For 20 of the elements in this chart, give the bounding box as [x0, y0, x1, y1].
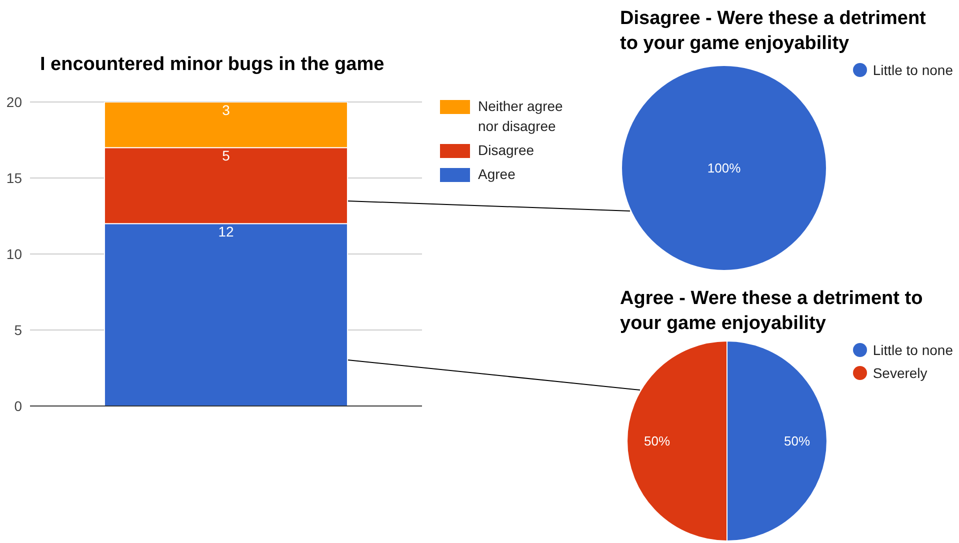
text: Agree — [478, 165, 516, 184]
chart-title: I encountered minor bugs in the game — [40, 54, 386, 76]
legend-label: Little to none — [872, 342, 953, 358]
data-label: 5 — [222, 148, 230, 164]
y-tick-label: 20 — [6, 94, 22, 110]
legend-label: Little to none — [872, 62, 953, 78]
data-label: 3 — [222, 102, 230, 118]
data-label: 50% — [644, 434, 670, 448]
legend-label: Neither agree nor disagree — [478, 97, 564, 136]
legend-label: Severely — [872, 365, 928, 381]
y-tick-label: 0 — [14, 398, 22, 414]
chart-title: Agree - Were these a detriment to your game enjoyability — [620, 287, 924, 336]
y-tick-label: 5 — [14, 322, 22, 338]
data-label: 12 — [218, 224, 234, 240]
chart-title: Disagree - Were these a detriment to your game enjoyability — [620, 7, 927, 56]
legend-label: Disagree — [478, 141, 536, 160]
data-label: 50% — [784, 434, 810, 448]
data-label: 100% — [707, 160, 742, 176]
y-tick-label: 15 — [6, 170, 22, 186]
y-tick-label: 10 — [6, 246, 22, 262]
